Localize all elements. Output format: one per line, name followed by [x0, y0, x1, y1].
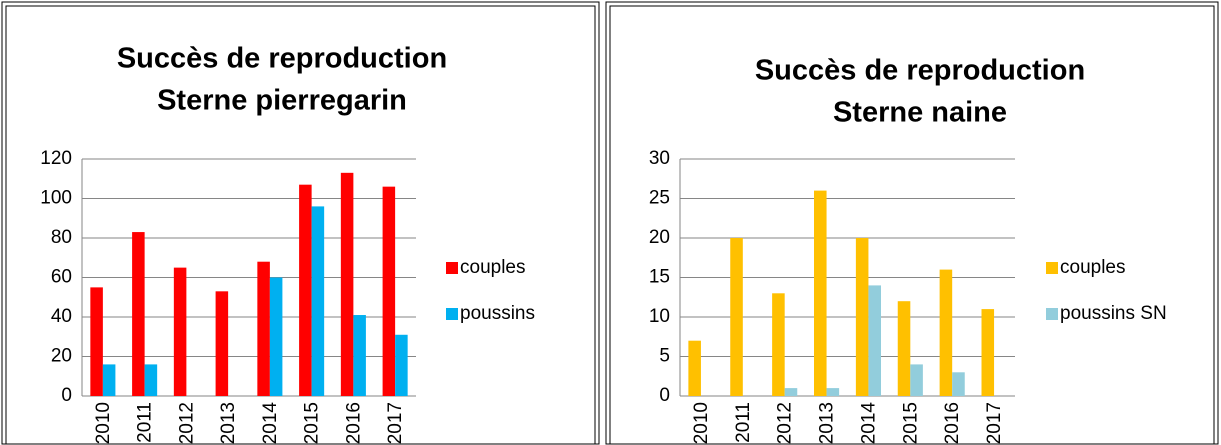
bar	[340, 172, 354, 396]
x-tick-label: 2015	[302, 402, 323, 444]
y-tick-label: 60	[51, 267, 72, 288]
legend-label: couples	[1060, 257, 1126, 278]
x-tick-label: 2011	[733, 402, 754, 443]
bar	[382, 186, 396, 396]
bar	[910, 364, 923, 396]
bar	[353, 315, 366, 396]
bar	[897, 301, 911, 396]
bar	[952, 372, 965, 396]
x-tick-label: 2015	[900, 402, 921, 444]
legend-label: couples	[460, 257, 526, 278]
y-tick-label: 30	[649, 148, 670, 169]
panel-border	[609, 5, 1215, 445]
x-tick-label: 2010	[93, 402, 114, 444]
y-tick-label: 5	[659, 346, 670, 367]
chart-title: Succès de reproduction	[117, 43, 447, 75]
bar	[395, 334, 408, 396]
bar	[215, 291, 229, 396]
x-tick-label: 2012	[176, 402, 197, 444]
y-tick-label: 40	[51, 306, 72, 327]
bar	[730, 238, 743, 396]
bar	[784, 388, 798, 396]
x-tick-label: 2011	[135, 402, 156, 443]
bar	[981, 309, 995, 396]
legend-swatch	[1046, 308, 1058, 320]
legend-label: poussins SN	[1060, 303, 1167, 324]
legend-swatch	[1046, 262, 1058, 274]
y-tick-label: 0	[61, 385, 72, 406]
x-tick-label: 2016	[343, 402, 364, 444]
x-tick-label: 2016	[942, 402, 963, 444]
bar	[299, 184, 312, 396]
y-tick-label: 120	[40, 148, 72, 169]
y-tick-label: 100	[40, 188, 72, 209]
chart-title: Sterne naine	[833, 97, 1007, 129]
bar	[90, 287, 103, 396]
y-tick-label: 0	[659, 385, 670, 406]
y-tick-label: 20	[51, 346, 72, 367]
bar	[826, 388, 840, 396]
y-tick-label: 80	[51, 227, 72, 248]
panel-border	[5, 5, 596, 445]
y-tick-label: 15	[649, 267, 670, 288]
bar	[311, 206, 325, 396]
x-tick-label: 2013	[218, 402, 239, 444]
bar	[173, 267, 187, 396]
x-tick-label: 2012	[775, 402, 796, 444]
bar	[772, 293, 785, 396]
bar	[855, 238, 869, 396]
legend-label: poussins	[460, 303, 535, 324]
bar	[269, 277, 283, 396]
bar	[939, 269, 953, 396]
bar	[102, 364, 116, 396]
bar	[814, 190, 827, 396]
bar	[868, 285, 881, 396]
y-tick-label: 20	[649, 227, 670, 248]
x-tick-label: 2014	[858, 402, 879, 445]
x-tick-label: 2017	[385, 402, 406, 444]
bar	[688, 340, 701, 396]
bar	[132, 232, 145, 396]
x-tick-label: 2014	[260, 402, 281, 445]
bar	[144, 364, 158, 396]
x-tick-label: 2017	[984, 402, 1005, 444]
x-tick-label: 2010	[691, 402, 712, 444]
legend-swatch	[446, 262, 458, 274]
x-tick-label: 2013	[817, 402, 838, 444]
y-tick-label: 10	[649, 306, 670, 327]
legend-swatch	[446, 308, 458, 320]
chart-title: Sterne pierregarin	[157, 85, 407, 117]
y-tick-label: 25	[649, 188, 670, 209]
bar	[257, 261, 270, 396]
chart-title: Succès de reproduction	[755, 55, 1085, 87]
